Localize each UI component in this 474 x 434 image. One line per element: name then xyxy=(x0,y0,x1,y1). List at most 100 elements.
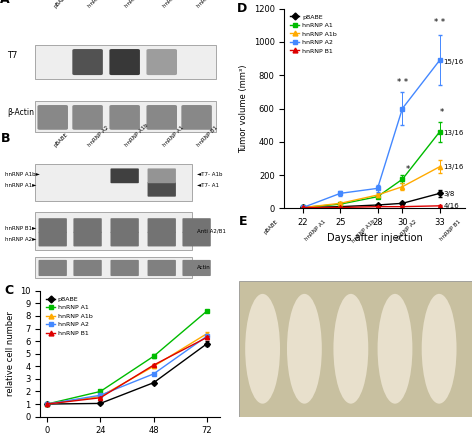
Text: β-Actin: β-Actin xyxy=(7,108,34,117)
FancyBboxPatch shape xyxy=(147,218,176,233)
hnRNP B1 xyxy=(300,205,306,210)
FancyBboxPatch shape xyxy=(147,182,176,197)
hnRNP B1 xyxy=(44,401,50,407)
Text: *: * xyxy=(405,165,410,174)
FancyBboxPatch shape xyxy=(73,105,103,130)
Text: Actin: Actin xyxy=(197,265,210,270)
hnRNP A2 xyxy=(98,393,103,398)
hnRNP A1 xyxy=(300,205,306,210)
Text: hnRNP B1: hnRNP B1 xyxy=(439,219,462,242)
pBABE xyxy=(400,201,405,206)
hnRNP A1b xyxy=(437,164,443,169)
hnRNP A1 xyxy=(400,177,405,182)
Line: hnRNP B1: hnRNP B1 xyxy=(45,335,209,406)
Line: hnRNP A1: hnRNP A1 xyxy=(301,130,442,210)
Ellipse shape xyxy=(245,294,280,404)
hnRNP A1b xyxy=(98,394,103,399)
Text: pBABE: pBABE xyxy=(263,219,279,235)
FancyBboxPatch shape xyxy=(182,260,211,276)
hnRNP B1 xyxy=(204,335,210,340)
hnRNP A2 xyxy=(44,401,50,407)
FancyBboxPatch shape xyxy=(147,168,176,183)
hnRNP A1b xyxy=(375,192,381,197)
Text: D: D xyxy=(237,2,247,15)
Line: hnRNP A1b: hnRNP A1b xyxy=(45,332,209,406)
FancyBboxPatch shape xyxy=(73,232,102,247)
hnRNP B1 xyxy=(98,395,103,400)
Legend: pBABE, hnRNP A1, hnRNP A1b, hnRNP A2, hnRNP B1: pBABE, hnRNP A1, hnRNP A1b, hnRNP A2, hn… xyxy=(288,12,339,56)
hnRNP A1b xyxy=(400,184,405,189)
pBABE xyxy=(204,341,210,346)
Text: pBABE: pBABE xyxy=(53,132,69,148)
hnRNP B1 xyxy=(437,203,443,208)
hnRNP A1b xyxy=(151,364,156,369)
pBABE xyxy=(98,401,103,406)
Text: B: B xyxy=(0,132,10,145)
Text: * *: * * xyxy=(397,78,408,87)
Text: pBABE: pBABE xyxy=(53,0,69,9)
FancyBboxPatch shape xyxy=(35,101,216,132)
Text: ◄T7- A1b: ◄T7- A1b xyxy=(197,172,222,177)
FancyBboxPatch shape xyxy=(35,45,216,79)
Text: hnRNP A1►: hnRNP A1► xyxy=(5,183,36,188)
hnRNP A1 xyxy=(337,201,343,207)
hnRNP A2 xyxy=(400,106,405,111)
hnRNP B1 xyxy=(151,362,156,368)
Text: hnRNP A2: hnRNP A2 xyxy=(395,219,418,242)
FancyBboxPatch shape xyxy=(38,232,67,247)
FancyBboxPatch shape xyxy=(239,281,472,417)
Text: hnRNP A1: hnRNP A1 xyxy=(304,219,327,242)
FancyBboxPatch shape xyxy=(110,168,139,183)
Y-axis label: Tumor volume (mm³): Tumor volume (mm³) xyxy=(239,64,248,153)
FancyBboxPatch shape xyxy=(73,218,102,233)
Text: A: A xyxy=(0,0,10,6)
FancyBboxPatch shape xyxy=(35,256,192,278)
hnRNP A1 xyxy=(437,129,443,135)
Text: hnRNP A1: hnRNP A1 xyxy=(88,0,110,9)
hnRNP A2 xyxy=(375,186,381,191)
pBABE xyxy=(44,401,50,407)
FancyBboxPatch shape xyxy=(182,105,212,130)
hnRNP A1 xyxy=(204,308,210,313)
FancyBboxPatch shape xyxy=(35,212,192,250)
pBABE xyxy=(337,204,343,209)
Text: hnRNP A1b: hnRNP A1b xyxy=(125,122,150,148)
hnRNP A2 xyxy=(437,58,443,63)
Text: 3/8: 3/8 xyxy=(443,191,455,197)
FancyBboxPatch shape xyxy=(37,105,68,130)
Text: hnRNP A2: hnRNP A2 xyxy=(88,125,110,148)
Text: hnRNP A2: hnRNP A2 xyxy=(162,0,184,9)
Text: *: * xyxy=(440,108,444,117)
FancyBboxPatch shape xyxy=(109,105,140,130)
hnRNP A2 xyxy=(337,191,343,196)
hnRNP B1 xyxy=(400,204,405,209)
pBABE xyxy=(300,205,306,210)
FancyBboxPatch shape xyxy=(35,164,192,201)
FancyBboxPatch shape xyxy=(146,105,177,130)
FancyBboxPatch shape xyxy=(73,49,103,75)
Y-axis label: relative cell number: relative cell number xyxy=(6,311,15,396)
Line: pBABE: pBABE xyxy=(301,191,442,210)
Text: 13/16: 13/16 xyxy=(443,130,464,135)
hnRNP A1 xyxy=(44,401,50,407)
X-axis label: Days after injection: Days after injection xyxy=(327,233,422,243)
Line: hnRNP A1b: hnRNP A1b xyxy=(301,164,442,210)
Text: Anti A2/B1: Anti A2/B1 xyxy=(197,228,226,233)
Text: 13/16: 13/16 xyxy=(443,164,464,170)
FancyBboxPatch shape xyxy=(109,49,140,75)
Text: ◄T7- A1: ◄T7- A1 xyxy=(197,183,219,188)
hnRNP A2 xyxy=(151,371,156,376)
FancyBboxPatch shape xyxy=(110,218,139,233)
Line: hnRNP A2: hnRNP A2 xyxy=(301,58,442,210)
hnRNP A1b xyxy=(337,201,343,206)
hnRNP A2 xyxy=(300,205,306,210)
FancyBboxPatch shape xyxy=(38,260,67,276)
Text: 15/16: 15/16 xyxy=(443,59,464,65)
FancyBboxPatch shape xyxy=(147,232,176,247)
Text: T7: T7 xyxy=(7,51,17,60)
FancyBboxPatch shape xyxy=(146,49,177,75)
pBABE xyxy=(151,380,156,385)
Text: hnRNP A1b►: hnRNP A1b► xyxy=(5,172,40,177)
Text: 4/16: 4/16 xyxy=(443,203,459,209)
Ellipse shape xyxy=(422,294,456,404)
